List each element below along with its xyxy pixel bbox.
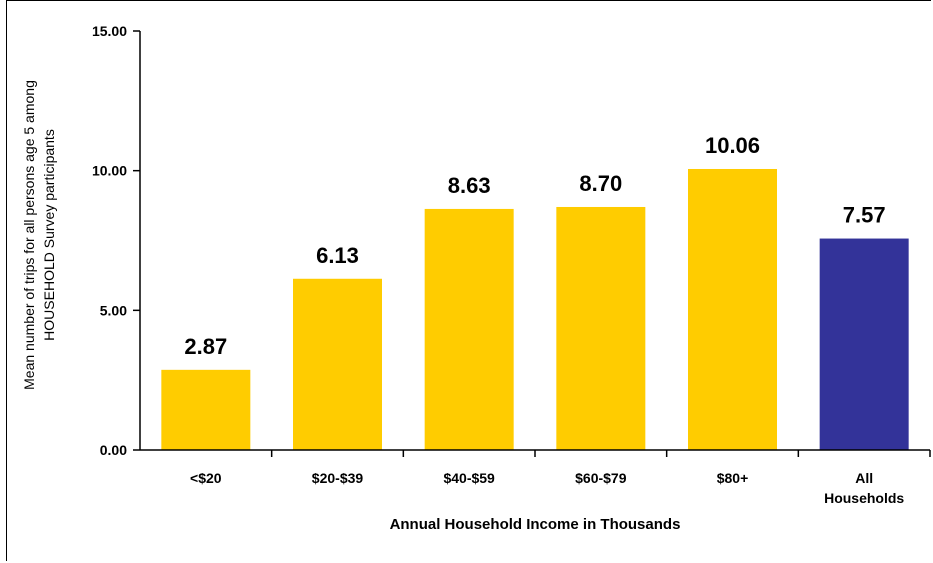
bars (161, 168, 909, 450)
x-tick-label: $80+ (717, 470, 749, 486)
x-tick-label: <$20 (190, 470, 222, 486)
bar (556, 206, 646, 450)
data-label: 7.57 (843, 203, 886, 228)
data-label: 10.06 (705, 133, 760, 158)
y-axis-title: Mean number of trips for all persons age… (21, 80, 57, 390)
data-label: 2.87 (184, 334, 227, 359)
x-tick-label: $20-$39 (312, 470, 364, 486)
bar (293, 278, 382, 450)
y-axis-title-line-1: Mean number of trips for all persons age… (21, 80, 37, 390)
y-axis-ticks: 0.00 5.00 10.00 15.00 (92, 23, 140, 458)
y-tick-label: 0.00 (100, 442, 127, 458)
y-tick-label: 15.00 (92, 23, 127, 39)
data-label: 6.13 (316, 243, 359, 268)
x-tick-label: $40-$59 (443, 470, 495, 486)
data-label: 8.63 (448, 173, 491, 198)
data-labels: 2.87 6.13 8.63 8.70 10.06 7.57 (184, 133, 885, 359)
x-axis-categories: <$20 $20-$39 $40-$59 $60-$79 $80+ All Househol… (190, 450, 931, 506)
y-axis-title-line-2: HOUSEHOLD Survey participants (41, 129, 57, 341)
y-tick-label: 10.00 (92, 163, 127, 179)
x-tick-label: Households (824, 490, 904, 506)
chart-frame (6, 0, 931, 561)
bar (819, 238, 909, 450)
x-tick-label: $60-$79 (575, 470, 627, 486)
bar (424, 208, 514, 450)
x-axis-title: Annual Household Income in Thousands (390, 516, 681, 533)
x-tick-label: All (855, 470, 873, 486)
bar (688, 168, 777, 450)
y-tick-label: 5.00 (100, 302, 127, 318)
data-label: 8.70 (579, 171, 622, 196)
bar (161, 369, 251, 450)
